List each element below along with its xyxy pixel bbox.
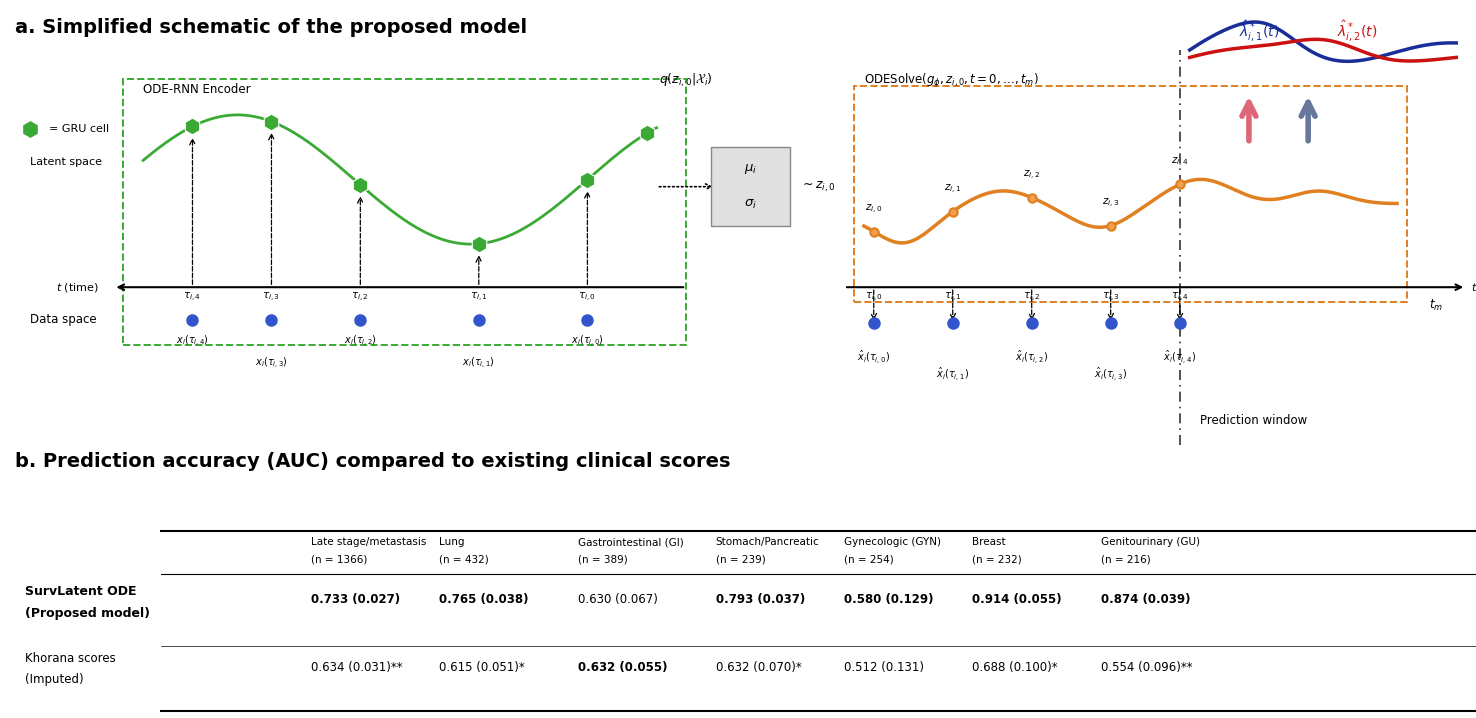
Text: $\tau_{i,1}$: $\tau_{i,1}$: [943, 291, 962, 304]
Text: Gastrointestinal (GI): Gastrointestinal (GI): [577, 537, 683, 547]
Text: $\tau_{i,4}$: $\tau_{i,4}$: [183, 291, 202, 304]
Bar: [124, 79, 686, 345]
Text: ODESolve$(g_\phi, z_{i,0}, t=0,\ldots,t_m)$: ODESolve$(g_\phi, z_{i,0}, t=0,\ldots,t_…: [863, 72, 1039, 90]
Text: SurvLatent ODE: SurvLatent ODE: [25, 585, 136, 598]
Bar: [855, 86, 1407, 302]
Text: (n = 239): (n = 239): [716, 554, 766, 564]
Text: $t$ (time): $t$ (time): [1472, 281, 1476, 294]
Text: 0.733 (0.027): 0.733 (0.027): [311, 593, 400, 606]
Text: (Proposed model): (Proposed model): [25, 607, 149, 620]
Text: $\hat{x}_i(\tau_{i,2})$: $\hat{x}_i(\tau_{i,2})$: [1015, 348, 1048, 365]
Text: 0.688 (0.100)*: 0.688 (0.100)*: [973, 661, 1058, 674]
Text: $x_i(\tau_{i,3})$: $x_i(\tau_{i,3})$: [255, 355, 288, 370]
Text: $\tau_{i,4}$: $\tau_{i,4}$: [1170, 291, 1188, 304]
Text: $\tau_{i,3}$: $\tau_{i,3}$: [263, 291, 280, 304]
Text: $x_i(\tau_{i,4})$: $x_i(\tau_{i,4})$: [176, 334, 210, 349]
Text: 0.554 (0.096)**: 0.554 (0.096)**: [1101, 661, 1193, 674]
Text: ODE-RNN Encoder: ODE-RNN Encoder: [143, 83, 251, 95]
Text: (n = 432): (n = 432): [440, 554, 489, 564]
Text: Stomach/Pancreatic: Stomach/Pancreatic: [716, 537, 819, 547]
Text: 0.632 (0.070)*: 0.632 (0.070)*: [716, 661, 801, 674]
Text: $z_{i,1}$: $z_{i,1}$: [945, 182, 961, 196]
Text: $t$ (time): $t$ (time): [56, 281, 99, 294]
Text: 0.634 (0.031)**: 0.634 (0.031)**: [311, 661, 403, 674]
Text: $\hat{x}_i(\tau_{i,3})$: $\hat{x}_i(\tau_{i,3})$: [1094, 366, 1128, 383]
Text: a. Simplified schematic of the proposed model: a. Simplified schematic of the proposed …: [15, 18, 527, 37]
Text: b. Prediction accuracy (AUC) compared to existing clinical scores: b. Prediction accuracy (AUC) compared to…: [15, 452, 731, 471]
Text: $\hat{x}_i(\tau_{i,0})$: $\hat{x}_i(\tau_{i,0})$: [858, 348, 890, 365]
Text: Khorana scores: Khorana scores: [25, 652, 115, 665]
Text: $\tau_{i,2}$: $\tau_{i,2}$: [1023, 291, 1041, 304]
Text: $\sim z_{i,0}$: $\sim z_{i,0}$: [800, 180, 835, 194]
Text: $z_{i,4}$: $z_{i,4}$: [1170, 156, 1188, 169]
Text: $\hat{x}_i(\tau_{i,1})$: $\hat{x}_i(\tau_{i,1})$: [936, 366, 970, 383]
Text: 0.512 (0.131): 0.512 (0.131): [844, 661, 924, 674]
Text: 0.765 (0.038): 0.765 (0.038): [440, 593, 528, 606]
Text: $\tau_{i,0}$: $\tau_{i,0}$: [579, 291, 596, 304]
Text: 0.580 (0.129): 0.580 (0.129): [844, 593, 934, 606]
Text: Prediction window: Prediction window: [1200, 414, 1306, 427]
Text: Data space: Data space: [30, 313, 96, 326]
Text: $t_m$: $t_m$: [1429, 298, 1444, 313]
Text: 0.630 (0.067): 0.630 (0.067): [577, 593, 657, 606]
Text: $\hat{\lambda}^*_{i,1}(t)$: $\hat{\lambda}^*_{i,1}(t)$: [1238, 18, 1278, 43]
Text: $z_{i,0}$: $z_{i,0}$: [865, 202, 883, 215]
Text: 0.793 (0.037): 0.793 (0.037): [716, 593, 804, 606]
Text: $\tau_{i,3}$: $\tau_{i,3}$: [1101, 291, 1120, 304]
Text: $\hat{\lambda}^*_{i,2}(t)$: $\hat{\lambda}^*_{i,2}(t)$: [1337, 18, 1377, 43]
Text: (n = 1366): (n = 1366): [311, 554, 368, 564]
Text: $\sigma_i$: $\sigma_i$: [744, 198, 757, 211]
Text: $q(z_{i,0}|\mathcal{X}_i)$: $q(z_{i,0}|\mathcal{X}_i)$: [660, 72, 713, 89]
Text: Gynecologic (GYN): Gynecologic (GYN): [844, 537, 942, 547]
Text: Late stage/metastasis: Late stage/metastasis: [311, 537, 427, 547]
Text: 0.615 (0.051)*: 0.615 (0.051)*: [440, 661, 525, 674]
Text: (n = 216): (n = 216): [1101, 554, 1151, 564]
Text: (n = 232): (n = 232): [973, 554, 1023, 564]
Text: (Imputed): (Imputed): [25, 673, 83, 686]
Text: $\hat{x}_i(\tau_{i,4})$: $\hat{x}_i(\tau_{i,4})$: [1163, 348, 1196, 365]
Text: $x_i(\tau_{i,0})$: $x_i(\tau_{i,0})$: [571, 334, 604, 349]
Text: (n = 254): (n = 254): [844, 554, 894, 564]
Text: $\tau_{i,0}$: $\tau_{i,0}$: [865, 291, 883, 304]
Text: Breast: Breast: [973, 537, 1007, 547]
Text: 0.874 (0.039): 0.874 (0.039): [1101, 593, 1190, 606]
Text: $\mu_i$: $\mu_i$: [744, 162, 757, 176]
FancyBboxPatch shape: [711, 147, 790, 226]
Text: $z_{i,3}$: $z_{i,3}$: [1103, 197, 1119, 210]
Text: (n = 389): (n = 389): [577, 554, 627, 564]
Text: $x_i(\tau_{i,2})$: $x_i(\tau_{i,2})$: [344, 334, 376, 349]
Text: = GRU cell: = GRU cell: [49, 124, 109, 134]
Text: $\tau_{i,2}$: $\tau_{i,2}$: [351, 291, 369, 304]
Text: Genitourinary (GU): Genitourinary (GU): [1101, 537, 1200, 547]
Text: $x_i(\tau_{i,1})$: $x_i(\tau_{i,1})$: [462, 355, 496, 370]
Text: Lung: Lung: [440, 537, 465, 547]
Text: $z_{i,2}$: $z_{i,2}$: [1023, 169, 1041, 182]
Text: $\tau_{i,1}$: $\tau_{i,1}$: [469, 291, 487, 304]
Text: Latent space: Latent space: [30, 157, 102, 167]
Text: 0.632 (0.055): 0.632 (0.055): [577, 661, 667, 674]
Text: 0.914 (0.055): 0.914 (0.055): [973, 593, 1063, 606]
